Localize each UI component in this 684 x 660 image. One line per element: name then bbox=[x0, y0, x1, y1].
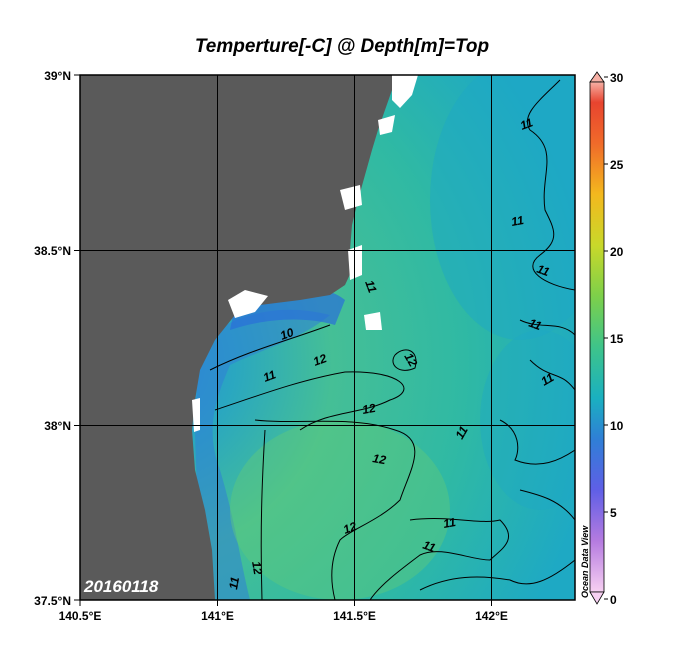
x-tick-label: 142°E bbox=[475, 609, 508, 623]
contour-label: 11 bbox=[527, 316, 544, 334]
colorbar-tick-label: 10 bbox=[610, 419, 624, 433]
land-mass bbox=[80, 75, 392, 600]
cold-coastal-band bbox=[195, 309, 330, 600]
missing-data-patch bbox=[364, 312, 382, 330]
y-tick-label: 38°N bbox=[44, 419, 71, 433]
contour-label: 11 bbox=[261, 367, 278, 385]
colorbar-tick-label: 20 bbox=[610, 245, 624, 259]
contour-label: 11 bbox=[510, 213, 525, 229]
y-tick-label: 39°N bbox=[44, 69, 71, 83]
graticule bbox=[80, 75, 575, 600]
map-plot-area bbox=[80, 75, 575, 600]
x-tick-label: 141.5°E bbox=[333, 609, 376, 623]
colorbar-tick-label: 25 bbox=[610, 158, 624, 172]
contour-label: 12 bbox=[249, 560, 265, 576]
missing-data-patch bbox=[392, 75, 418, 108]
axis-ticks bbox=[74, 74, 492, 606]
map-frame bbox=[79, 74, 576, 601]
colorbar-tick-label: 0 bbox=[610, 593, 617, 607]
colorbar-bottom-arrow bbox=[589, 591, 605, 605]
contour-label: 12 bbox=[361, 401, 377, 417]
date-label: 20160118 bbox=[83, 577, 159, 596]
contour-label: 10 bbox=[278, 325, 296, 343]
contour-label: 11 bbox=[226, 576, 242, 591]
contour-lines bbox=[209, 79, 575, 600]
contour-label: 11 bbox=[535, 262, 552, 280]
y-tick-label: 37.5°N bbox=[34, 594, 71, 608]
missing-data-patch bbox=[192, 398, 200, 432]
cool-offshore-region-south bbox=[480, 330, 575, 510]
colorbar-tick-label: 15 bbox=[610, 332, 624, 346]
contour-label: 11 bbox=[442, 515, 457, 531]
x-tick-label: 141°E bbox=[201, 609, 234, 623]
watermark-text: Ocean Data View bbox=[580, 525, 590, 598]
colorbar-top-arrow bbox=[589, 71, 605, 83]
colorbar: 30 25 20 15 10 5 0 bbox=[589, 71, 624, 607]
contour-label: 11 bbox=[362, 278, 380, 295]
warm-water-region bbox=[230, 420, 450, 600]
y-tick-label: 38.5°N bbox=[34, 244, 71, 258]
missing-data-patch bbox=[378, 115, 395, 135]
missing-data-patch bbox=[228, 290, 268, 318]
contour-label: 12 bbox=[371, 451, 387, 467]
contour-label: 11 bbox=[421, 538, 438, 556]
colorbar-tick-label: 30 bbox=[610, 71, 624, 85]
colorbar-tick-label: 5 bbox=[610, 506, 617, 520]
contour-label: 11 bbox=[518, 115, 535, 133]
contour-label: 12 bbox=[341, 519, 359, 537]
contour-label: 12 bbox=[401, 351, 420, 370]
cool-offshore-region bbox=[430, 75, 575, 340]
colorbar-ramp bbox=[589, 81, 605, 593]
map-title: Temperture[-C] @ Depth[m]=Top bbox=[194, 36, 490, 57]
missing-data-patch bbox=[340, 185, 362, 210]
contour-label: 12 bbox=[311, 351, 329, 369]
x-tick-label: 140.5°E bbox=[59, 609, 102, 623]
